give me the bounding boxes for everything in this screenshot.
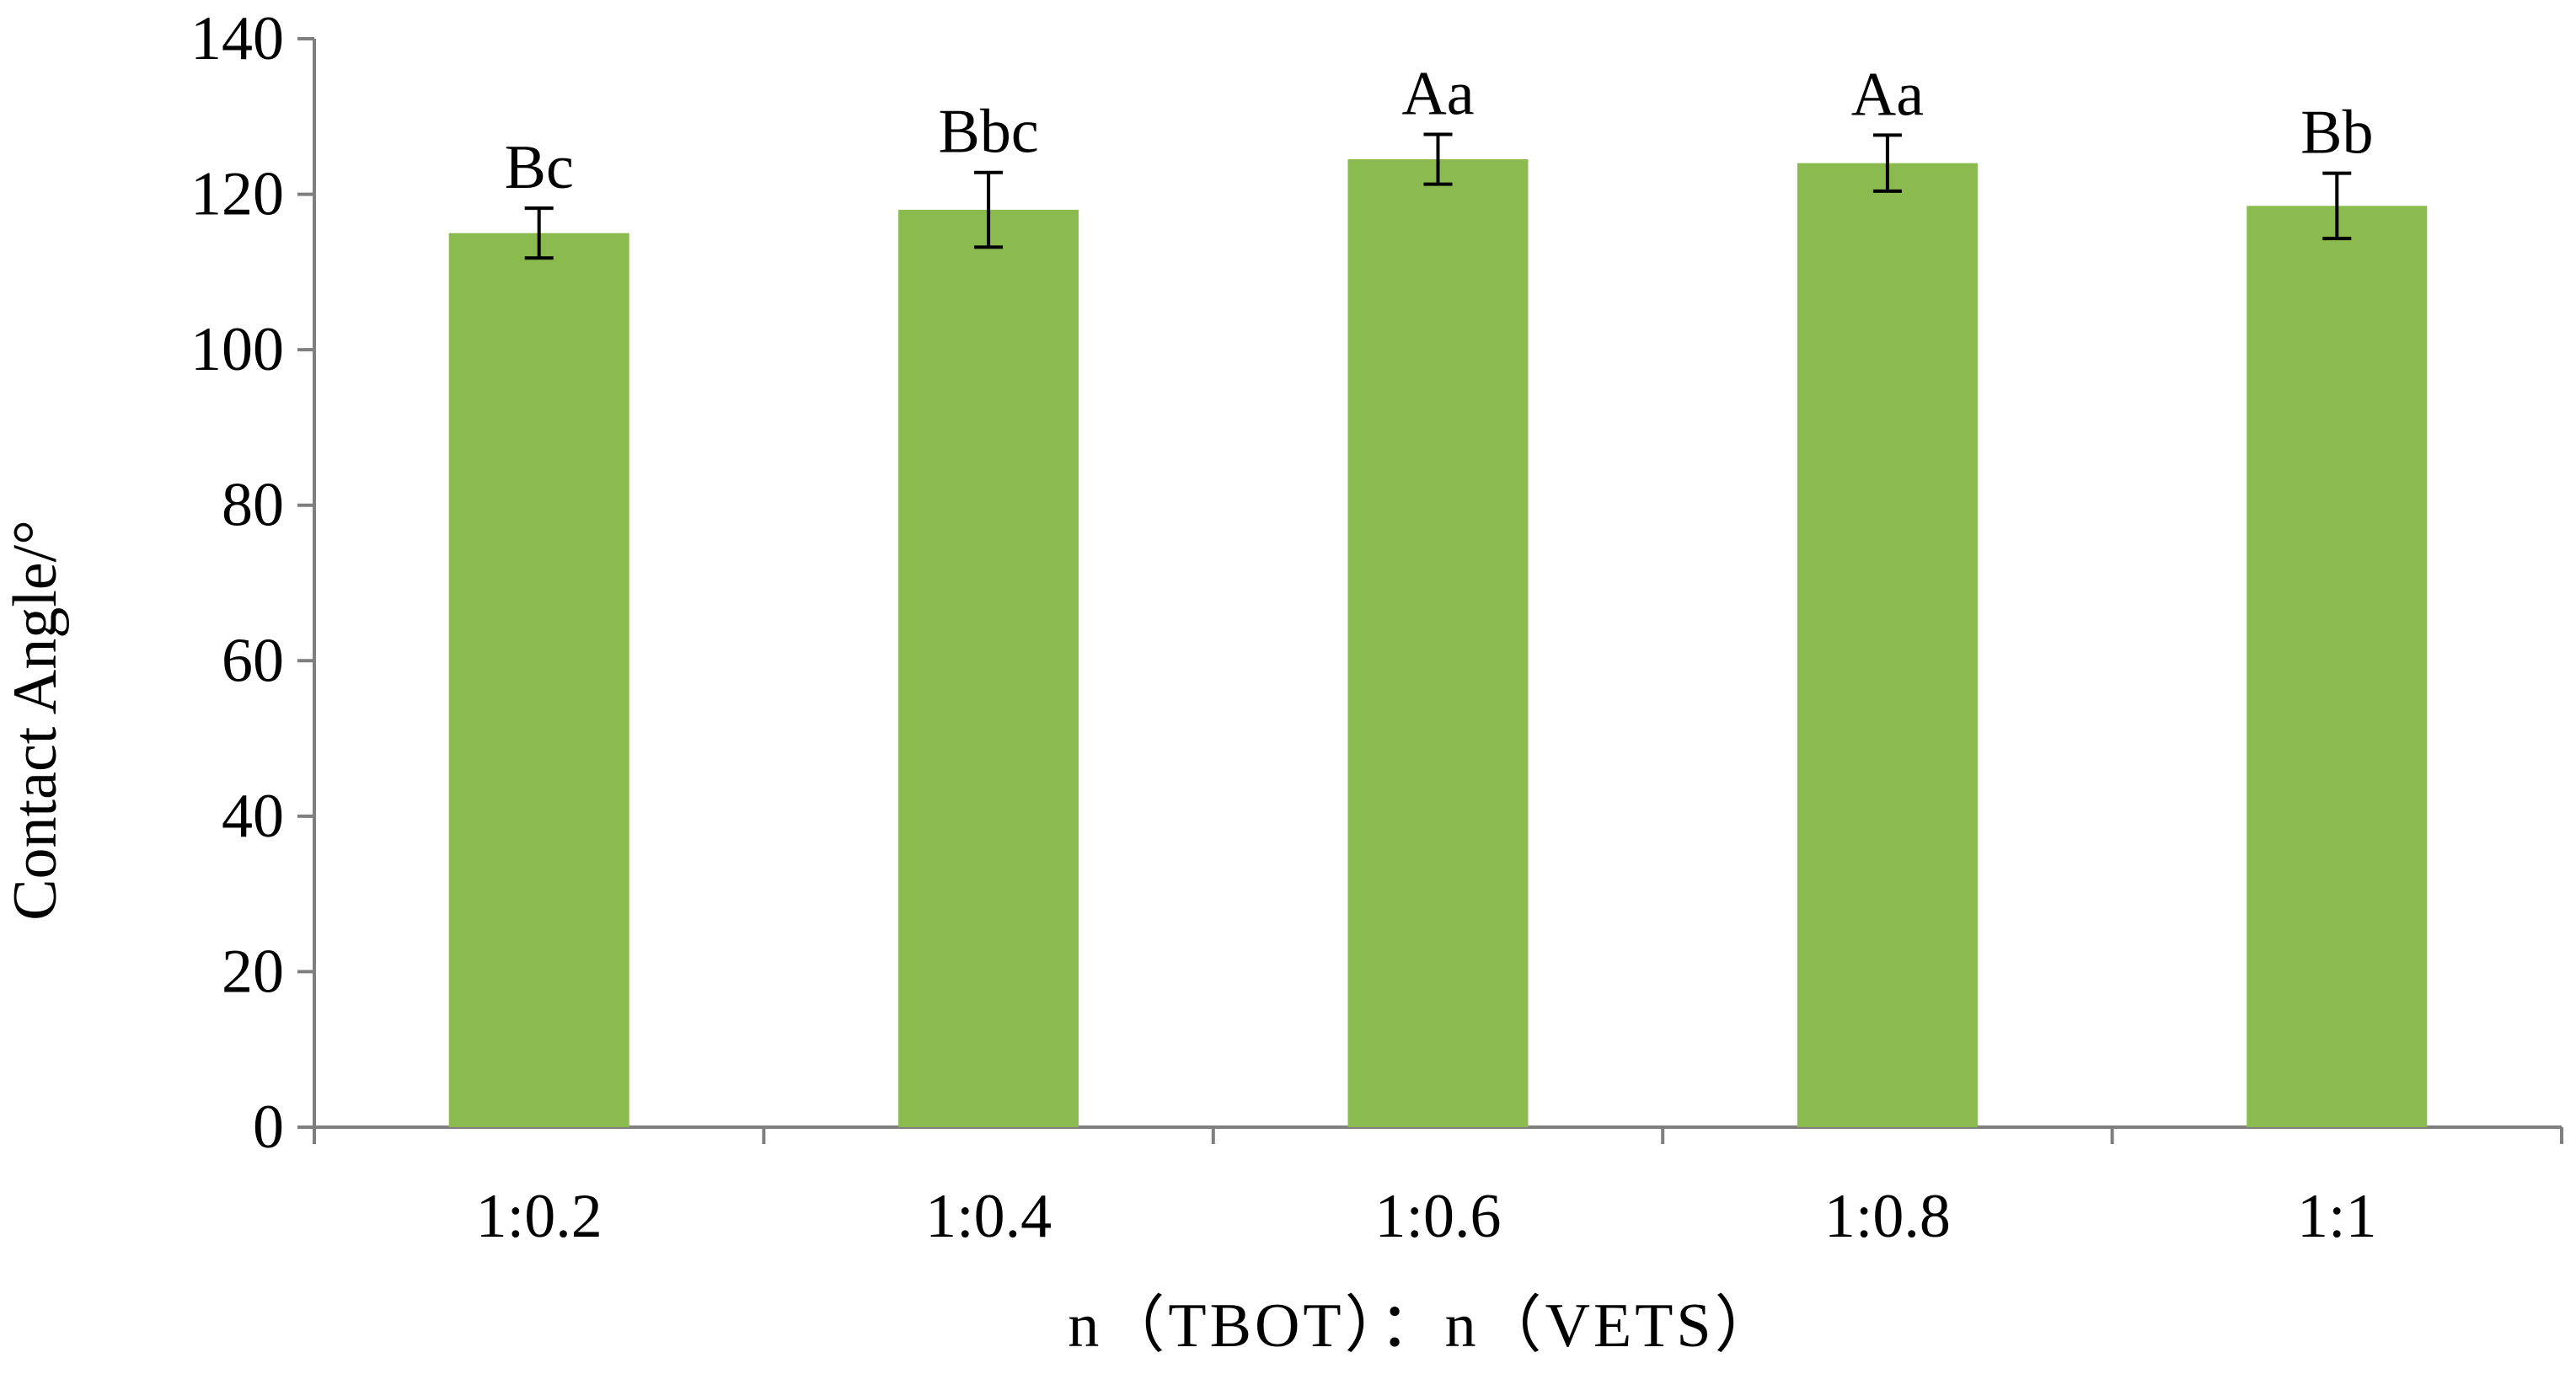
error-bar xyxy=(1423,132,1453,186)
bars xyxy=(448,159,2428,1128)
y-tick-label: 80 xyxy=(222,471,284,540)
y-tick-label: 40 xyxy=(222,782,284,851)
bar xyxy=(1347,159,1529,1128)
significance-label: Aa xyxy=(1851,60,1924,129)
y-axis: 0 20 40 60 80 100 120 140 xyxy=(190,4,316,1162)
bar-labels: Bc Bbc Aa Aa Bb xyxy=(505,60,2374,203)
y-tick-label: 60 xyxy=(222,626,284,695)
bar xyxy=(898,210,1079,1127)
bar xyxy=(2247,206,2428,1127)
error-bar xyxy=(974,170,1004,249)
x-tick-label: 1:1 xyxy=(2297,1182,2377,1251)
significance-label: Bbc xyxy=(938,98,1038,167)
y-tick-label: 0 xyxy=(253,1093,284,1162)
error-bar xyxy=(2322,171,2352,241)
x-axis: 1:0.2 1:0.4 1:0.6 1:0.8 1:1 xyxy=(313,1125,2563,1251)
x-tick-label: 1:0.4 xyxy=(925,1182,1052,1251)
y-axis-title: Contact Angle/° xyxy=(1,520,70,921)
bar xyxy=(1797,163,1978,1128)
x-tick-label: 1:0.2 xyxy=(476,1182,602,1251)
x-tick-label: 1:0.8 xyxy=(1824,1182,1951,1251)
y-tick-label: 20 xyxy=(222,937,284,1006)
y-tick-label: 120 xyxy=(190,160,284,229)
error-bars xyxy=(524,132,2352,260)
x-tick-label: 1:0.6 xyxy=(1374,1182,1501,1251)
error-bar xyxy=(1872,133,1902,193)
y-tick-label: 140 xyxy=(190,4,284,73)
x-axis-title: n（TBOT）：n（VETS） xyxy=(1068,1291,1780,1361)
error-bar xyxy=(524,206,554,260)
significance-label: Aa xyxy=(1401,60,1474,129)
bar xyxy=(448,233,629,1127)
y-tick-label: 100 xyxy=(190,315,284,384)
significance-label: Bc xyxy=(505,133,574,202)
significance-label: Bb xyxy=(2300,99,2373,168)
